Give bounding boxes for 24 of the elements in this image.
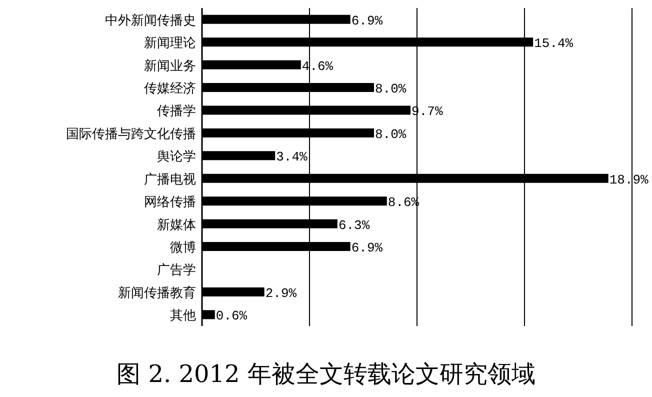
data-label: 3.4%	[276, 150, 308, 165]
y-tick-label: 新闻传播教育	[118, 284, 196, 301]
data-label: 6.9%	[351, 240, 383, 256]
y-tick-label: 新闻理论	[144, 36, 196, 52]
y-tick-label: 传播学	[157, 104, 196, 120]
y-tick-label: 传媒经济	[144, 82, 196, 96]
text: 图 2. 2012 年被全文转载论文研究领域	[116, 360, 536, 388]
y-tick-label: 微博	[170, 240, 196, 256]
data-label: 0.6%	[216, 308, 248, 324]
y-tick-label: 国际传播与跨文化传播	[66, 126, 196, 142]
data-label: 6.3%	[338, 218, 370, 233]
y-tick-label: 中外新闻传播史	[105, 13, 196, 28]
data-label: 8.0%	[375, 126, 406, 142]
y-tick-label: 新媒体	[157, 218, 196, 233]
data-label: 15.4%	[534, 36, 574, 52]
y-tick-label: 网络传播	[144, 195, 196, 210]
y-tick-label: 广告学	[157, 263, 196, 278]
y-tick-label: 新闻业务	[144, 58, 196, 74]
data-label: 2.9%	[265, 286, 297, 301]
data-label: 8.0%	[375, 82, 406, 96]
data-label: 6.9%	[351, 13, 383, 28]
y-tick-label: 广播电视	[144, 172, 196, 188]
y-tick-label: 其他	[170, 308, 196, 324]
y-tick-label: 舆论学	[157, 150, 196, 165]
